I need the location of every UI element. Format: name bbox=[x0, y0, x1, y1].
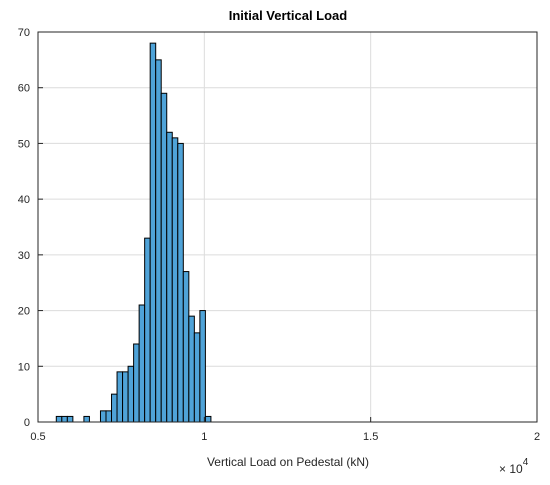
x-tick-label: 2 bbox=[534, 431, 540, 443]
y-tick-label: 20 bbox=[18, 306, 30, 318]
plot-frame bbox=[37, 31, 538, 423]
x-multiplier-base: × 10 bbox=[499, 462, 523, 476]
x-axis-label: Vertical Load on Pedestal (kN) bbox=[207, 455, 369, 469]
histogram-bar bbox=[133, 343, 140, 423]
histogram-bar bbox=[193, 332, 201, 423]
histogram-bar bbox=[105, 410, 113, 423]
grid-lines bbox=[38, 32, 537, 422]
y-tick-label: 30 bbox=[18, 250, 30, 262]
y-tick-label: 50 bbox=[18, 138, 30, 150]
chart-title: Initial Vertical Load bbox=[229, 8, 348, 23]
histogram-bar bbox=[204, 415, 212, 423]
histogram-bar bbox=[188, 315, 195, 423]
x-multiplier-label: × 104 bbox=[499, 457, 529, 476]
y-tick-label: 0 bbox=[24, 417, 30, 429]
histogram-bar bbox=[199, 310, 206, 423]
histogram-bar bbox=[116, 371, 124, 423]
histogram-bar bbox=[160, 92, 168, 423]
histogram-bar bbox=[61, 415, 68, 423]
y-tick-label: 10 bbox=[18, 361, 30, 373]
histogram-bar bbox=[111, 393, 118, 423]
x-tick-label: 0.5 bbox=[30, 431, 45, 443]
histogram-bar bbox=[83, 415, 90, 423]
histogram-bar bbox=[177, 142, 184, 423]
x-multiplier-exponent: 4 bbox=[523, 457, 529, 468]
y-tick-label: 70 bbox=[18, 27, 30, 39]
histogram-bar bbox=[149, 42, 157, 423]
histogram-bars bbox=[55, 42, 212, 423]
x-tick-label: 1 bbox=[201, 431, 207, 443]
histogram-bar bbox=[155, 59, 162, 423]
y-tick-label: 60 bbox=[18, 83, 30, 95]
histogram-bar bbox=[66, 415, 74, 423]
y-tick-label: 40 bbox=[18, 194, 30, 206]
histogram-bar bbox=[182, 271, 190, 423]
histogram-bar bbox=[122, 371, 129, 423]
histogram-bar bbox=[166, 131, 173, 423]
histogram-bar bbox=[171, 137, 179, 423]
histogram-bar bbox=[55, 415, 63, 423]
histogram-bar bbox=[127, 365, 135, 423]
histogram-bar bbox=[99, 410, 107, 423]
histogram-bar bbox=[138, 304, 146, 423]
x-tick-label: 1.5 bbox=[363, 431, 378, 443]
histogram-bar bbox=[144, 237, 151, 423]
